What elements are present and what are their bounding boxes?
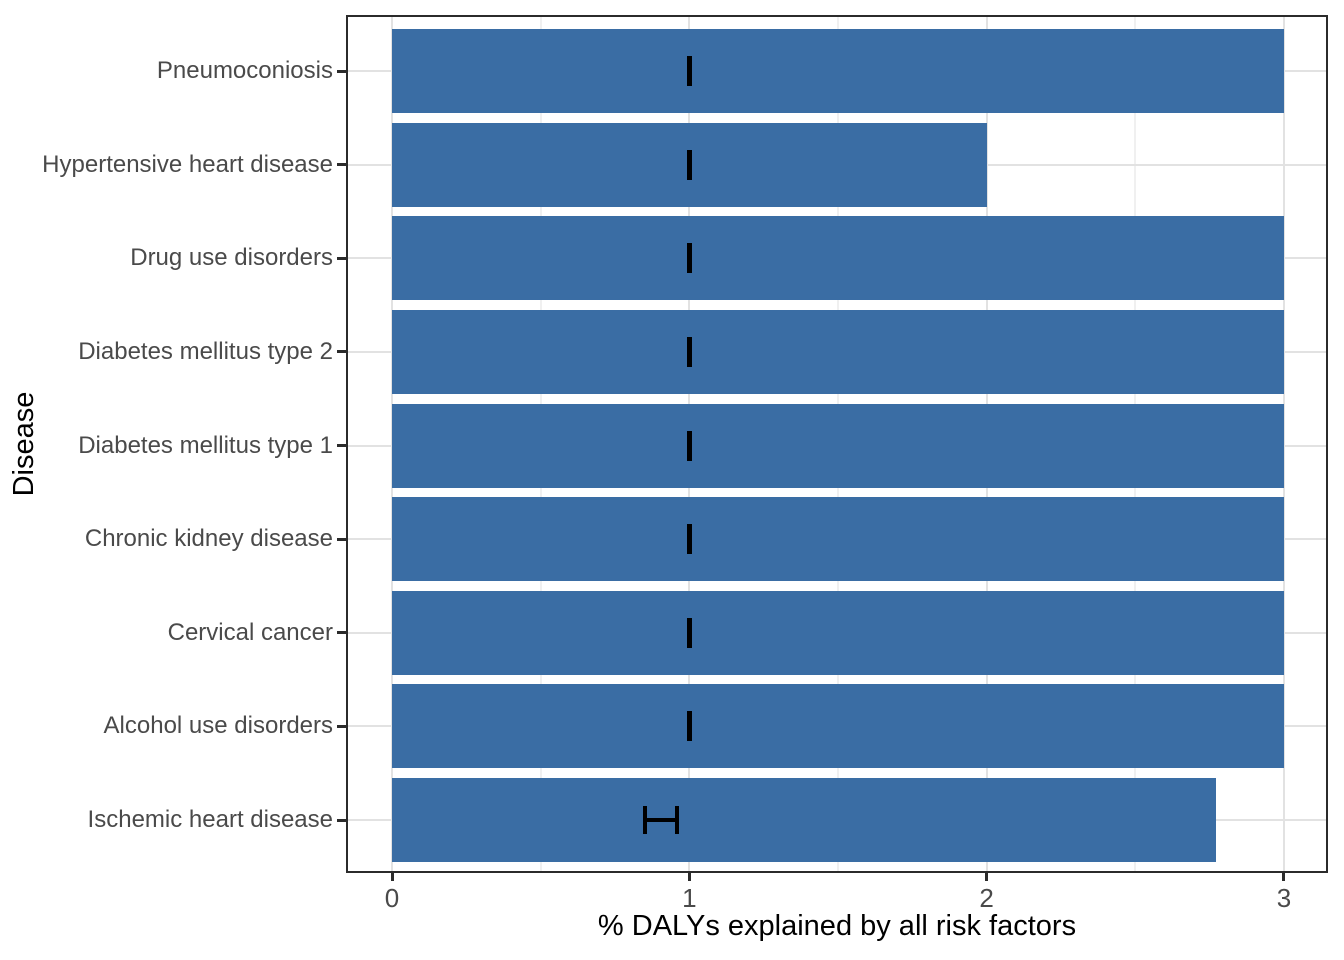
bar — [392, 309, 1284, 394]
x-axis-tick — [687, 873, 691, 881]
y-axis-tick — [337, 537, 346, 541]
errorbar — [686, 149, 692, 180]
y-tick-label: Alcohol use disorders — [103, 712, 333, 740]
bar — [392, 497, 1284, 582]
bar — [392, 590, 1284, 675]
x-tick-label: 1 — [682, 883, 697, 913]
errorbar — [686, 336, 692, 367]
y-axis-tick — [337, 69, 346, 73]
y-tick-label: Diabetes mellitus type 2 — [78, 337, 333, 365]
x-axis-tick — [985, 873, 989, 881]
x-axis-title: % DALYs explained by all risk factors — [597, 910, 1077, 942]
errorbar — [686, 56, 692, 86]
x-tick-label: 0 — [384, 883, 400, 913]
bar — [392, 216, 1284, 301]
errorbar-line — [644, 818, 678, 822]
y-axis-tick — [337, 256, 346, 260]
y-tick-label: Diabetes mellitus type 1 — [78, 431, 333, 459]
bar — [392, 684, 1284, 769]
errorbar — [686, 524, 692, 555]
major-gridline-vertical — [1282, 15, 1285, 873]
y-axis-tick — [337, 163, 346, 167]
y-tick-label: Chronic kidney disease — [84, 525, 333, 553]
y-axis-title: Disease — [7, 391, 40, 497]
bar — [392, 29, 1284, 113]
x-tick-label: 2 — [979, 883, 994, 913]
errorbar-cap-right — [675, 806, 680, 834]
y-axis-tick — [337, 724, 346, 728]
y-axis-tick — [337, 444, 346, 447]
y-axis-tick — [337, 631, 346, 635]
errorbar — [686, 711, 692, 742]
y-tick-label: Ischemic heart disease — [87, 806, 333, 833]
x-axis-tick — [1282, 873, 1286, 881]
errorbar — [686, 430, 692, 461]
plot-panel — [346, 15, 1328, 873]
y-tick-label: Pneumoconiosis — [156, 57, 333, 84]
bar — [392, 403, 1284, 488]
y-axis-tick — [337, 350, 346, 354]
errorbar — [686, 617, 692, 648]
y-axis-tick — [337, 818, 346, 822]
y-tick-label: Drug use disorders — [130, 244, 333, 272]
bar — [392, 778, 1216, 862]
y-tick-label: Cervical cancer — [167, 618, 333, 646]
y-tick-label: Hypertensive heart disease — [42, 150, 333, 178]
errorbar — [686, 243, 692, 274]
x-axis-tick — [390, 873, 394, 881]
x-tick-label: 3 — [1276, 883, 1292, 913]
